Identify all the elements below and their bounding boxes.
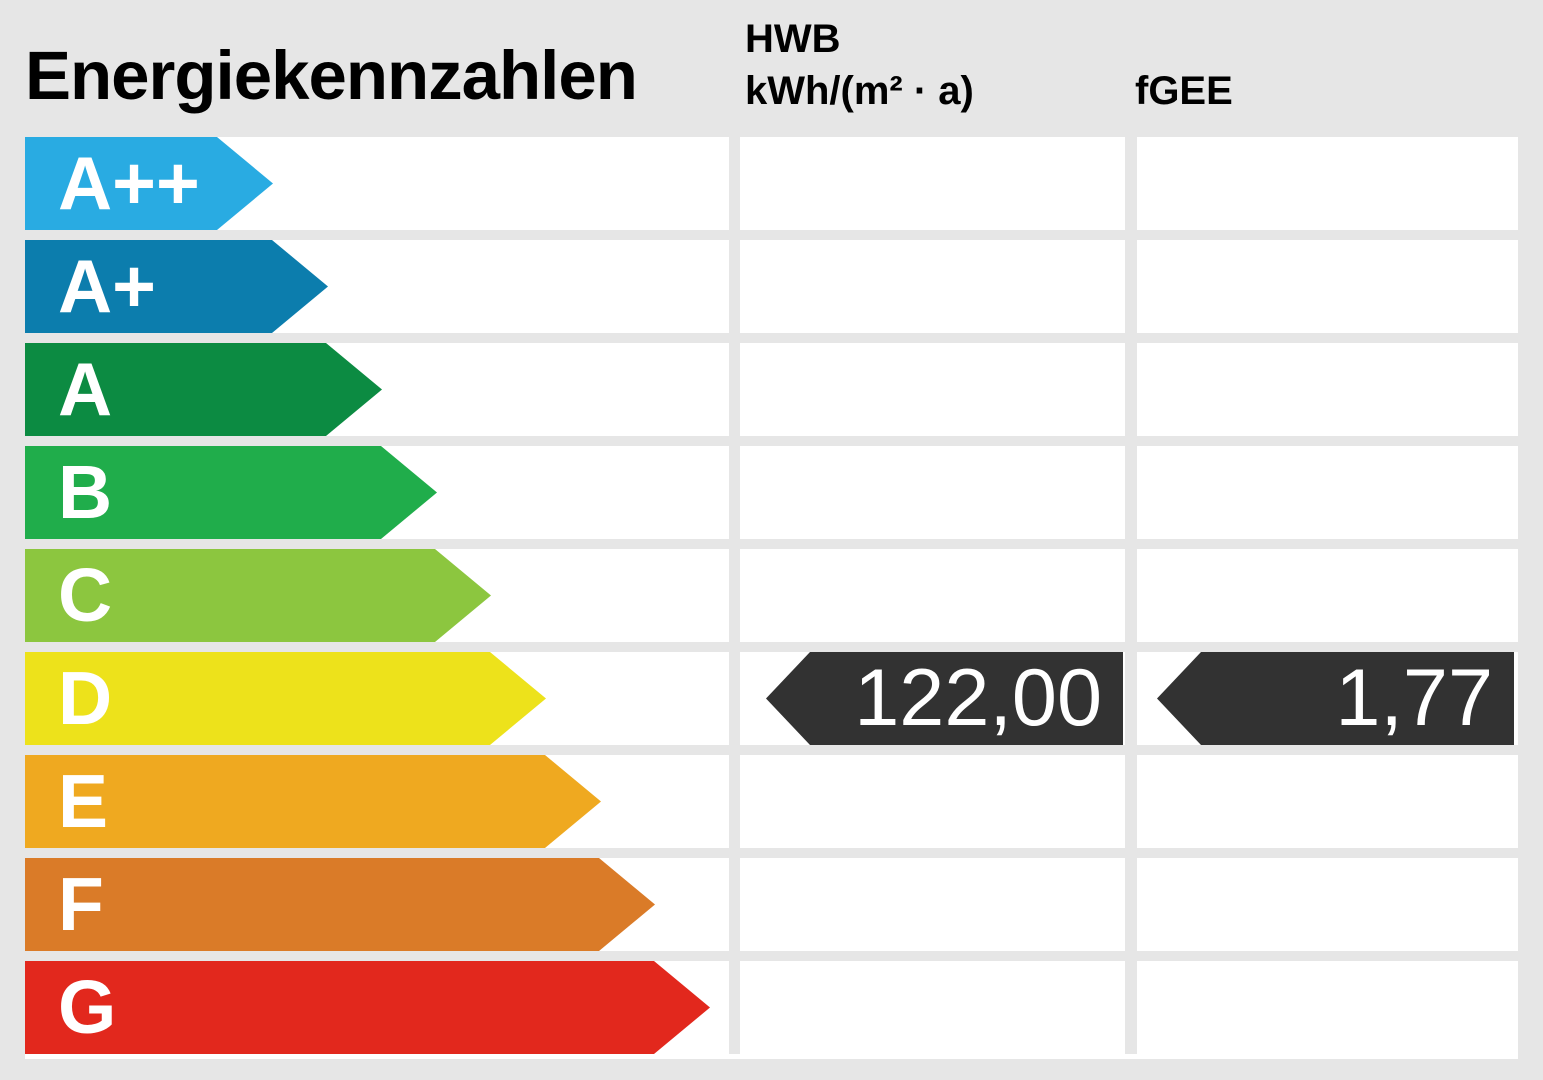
energy-row-b: B [0, 446, 1543, 539]
grid-cell [740, 240, 1125, 333]
panel-title: Energiekennzahlen [25, 37, 638, 114]
energy-class-label: F [58, 862, 104, 946]
energy-class-bar: B [25, 446, 437, 539]
energy-class-label: A++ [58, 141, 200, 225]
grid-cell [1137, 755, 1518, 848]
fgee-value-arrow: 1,77 [1157, 652, 1514, 745]
grid-cell [740, 137, 1125, 230]
energy-class-label: A+ [58, 244, 156, 328]
energy-class-label: D [58, 656, 113, 740]
grid-cell [740, 343, 1125, 436]
energy-class-label: C [58, 553, 113, 637]
hwb-column-header: HWB kWh/(m² · a) [745, 13, 974, 117]
energy-class-label: G [58, 965, 117, 1049]
grid-cell [1137, 961, 1518, 1054]
grid-cell [740, 446, 1125, 539]
grid-cell [740, 961, 1125, 1054]
energy-class-bar: D [25, 652, 546, 745]
grid-cell [1137, 240, 1518, 333]
energy-class-bar: E [25, 755, 601, 848]
energy-class-bar: A++ [25, 137, 273, 230]
fgee-value: 1,77 [1335, 653, 1493, 743]
table-footer-strip [25, 1054, 1518, 1059]
grid-cell [1137, 446, 1518, 539]
grid-cell [740, 755, 1125, 848]
hwb-header-unit: kWh/(m² · a) [745, 69, 974, 113]
energy-class-bar: F [25, 858, 655, 951]
grid-cell [1137, 858, 1518, 951]
energy-class-bar: C [25, 549, 491, 642]
energy-row-g: G [0, 961, 1543, 1054]
grid-cell [1137, 549, 1518, 642]
energy-row-e: E [0, 755, 1543, 848]
energy-class-bar: A+ [25, 240, 328, 333]
energy-class-label: B [58, 450, 113, 534]
energy-class-bar: A [25, 343, 382, 436]
energy-class-bar: G [25, 961, 710, 1054]
energy-row-f: F [0, 858, 1543, 951]
energy-row-c: C [0, 549, 1543, 642]
grid-cell [1137, 343, 1518, 436]
grid-cell [740, 858, 1125, 951]
hwb-header-name: HWB [745, 17, 841, 61]
fgee-column-header: fGEE [1135, 69, 1233, 113]
energy-row-d: D 122,00 1,77 [0, 652, 1543, 745]
energy-row-a: A [0, 343, 1543, 436]
energy-class-label: E [58, 759, 109, 843]
energy-class-label: A [58, 347, 113, 431]
hwb-value: 122,00 [854, 653, 1102, 743]
energy-row-a-plus-plus: A++ [0, 137, 1543, 230]
grid-cell [1137, 137, 1518, 230]
hwb-value-arrow: 122,00 [766, 652, 1123, 745]
energy-row-a-plus: A+ [0, 240, 1543, 333]
grid-cell [740, 549, 1125, 642]
